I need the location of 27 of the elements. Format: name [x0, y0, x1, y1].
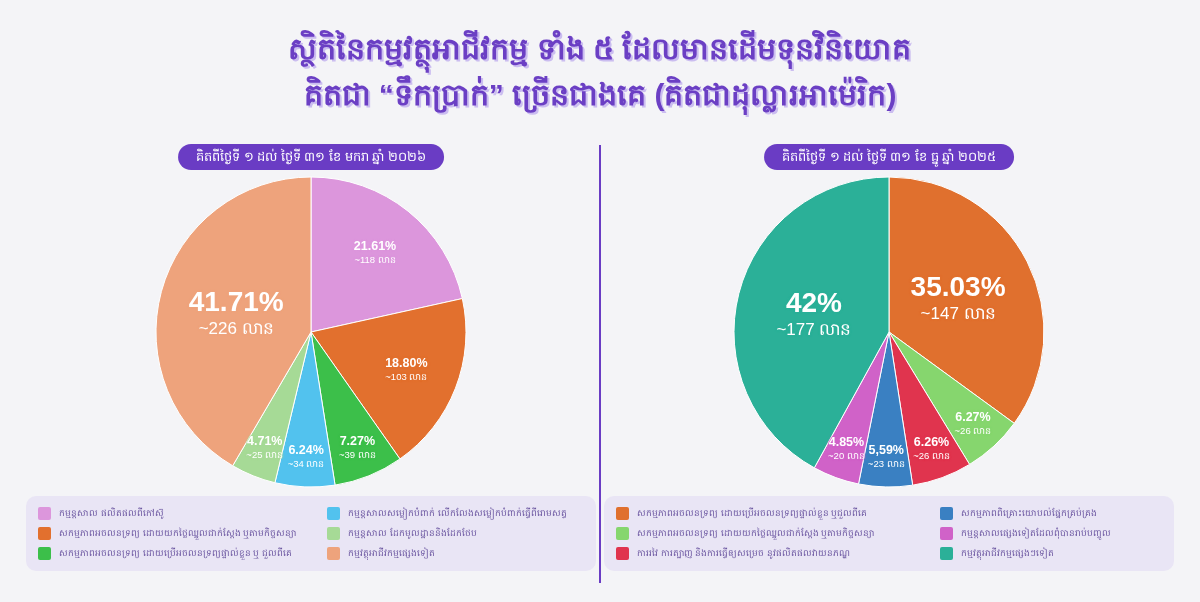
- legend-label: សកម្មភាពអចលនទ្រព្យ ដោយយកថ្លៃឈ្នួលជាក់ស្តែង ឬតាមកិច្ចសន្យា: [59, 526, 297, 541]
- chart-title: ស្ថិតិនៃកម្មវត្ថុអាជីវកម្ម ទាំង ៥ ដែលមានដើមទុនវិនិយោគ គិតជា “ទឹកប្រាក់” ច្រើនជាងគេ (គិតជាដុល្លារអាម៉េរិក): [287, 29, 913, 117]
- chart-subtitle: គិតពីថ្ងៃទី ១ ដល់ ថ្ងៃទី ៣១ ខែ មករា ឆ្នាំ ២០២៦: [178, 144, 444, 170]
- legend-label: កម្មន្តសាលសម្លៀកបំពាក់ លើកលែងសម្លៀកបំពាក់ធ្វើពីរោមសត្វ: [348, 506, 567, 521]
- data-label: 6.24% ~34 លាន: [287, 442, 325, 470]
- data-label: 4.85% ~20 លាន: [828, 434, 865, 462]
- legend-label: សកម្មភាពអចលនទ្រព្យ ដោយប្រើអចលនទ្រព្យផ្ទាល់ខ្លួន ឬ ជួលពីគេ: [59, 546, 292, 561]
- legend-label: កម្មន្តសាលផ្សេងទៀតដែលពុំបានរាប់បញ្ចូល: [960, 526, 1111, 541]
- legend-label: ការរវៃ ការត្បាញ និងការធ្វើឲ្យសម្រេច នូវផលិតផលវាយនភណ្ឌ: [637, 546, 850, 561]
- legend-label: សកម្មភាពពិគ្រោះយោបល់ផ្នែកគ្រប់គ្រង: [960, 506, 1097, 521]
- legend-label: កម្មវត្ថុអាជីវកម្មផ្សេងទៀត: [348, 546, 436, 561]
- legend-label: សកម្មភាពអចលនទ្រព្យ ដោយយកថ្លៃឈ្នួលជាក់ស្តែង ឬតាមកិច្ចសន្យា: [637, 526, 875, 541]
- legend-label: កម្មវត្ថុអាជីវកម្មផ្សេងៗទៀត: [960, 546, 1054, 561]
- legend-label: សកម្មភាពអចលនទ្រព្យ ដោយប្រើអចលនទ្រព្យផ្ទាល់ខ្លួន ឬជួលពីគេ: [637, 506, 868, 521]
- data-label: 7.27% ~39 លាន: [339, 433, 376, 461]
- data-label: 6.26% ~26 លាន: [913, 434, 950, 462]
- data-label: 21.61% ~118 លាន: [353, 238, 397, 266]
- data-label: 18.80% ~103 លាន: [385, 355, 428, 383]
- data-label: 4.71% ~25 លាន: [246, 433, 284, 461]
- data-label: 5,59% ~23 លាន: [867, 442, 905, 470]
- data-label: 6.27% ~26 លាន: [954, 409, 992, 437]
- legend-label: កម្មន្តសាល ផលិតផលពីកៅស៊ូ: [59, 506, 164, 521]
- legend-label: កម្មន្តសាល ដែកមូលដ្ឋាននិងដែកថែប: [348, 526, 477, 541]
- data-label: 42% ~177 លាន: [776, 286, 852, 340]
- chart-subtitle: គិតពីថ្ងៃទី ១ ដល់ ថ្ងៃទី ៣១ ខែ ធ្នូ ឆ្នាំ ២០២៥: [764, 144, 1014, 170]
- data-label: 41.71% ~226 លាន: [188, 285, 284, 339]
- data-label: 35.03% ~147 លាន: [910, 270, 1006, 324]
